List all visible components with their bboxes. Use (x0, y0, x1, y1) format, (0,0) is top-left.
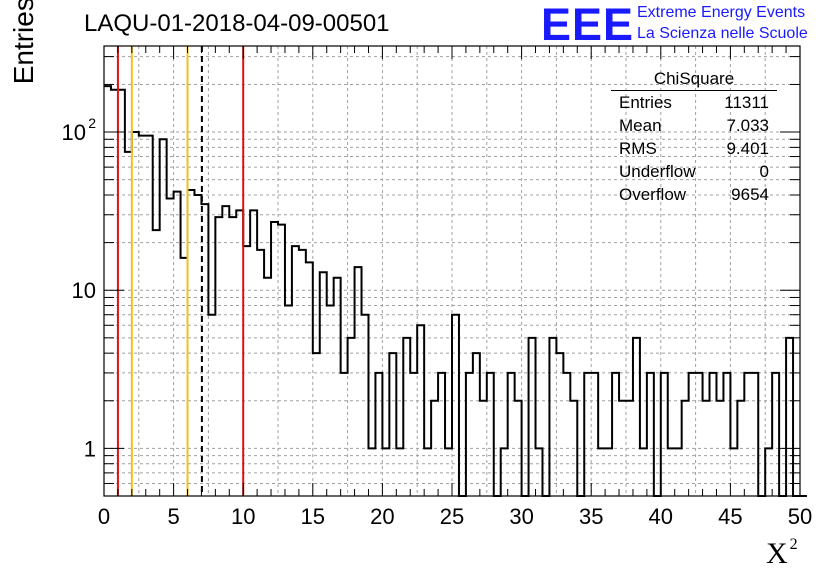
x-tick-label: 25 (440, 504, 464, 529)
x-tick-label: 0 (98, 504, 110, 529)
stats-label: RMS (619, 139, 657, 158)
stats-value: 9654 (731, 185, 769, 204)
stats-value: 11311 (724, 93, 769, 112)
stats-row-entries: Entries 11311 (611, 91, 777, 114)
eee-logo-mark: EEE (541, 0, 635, 50)
stats-label: Underflow (619, 162, 696, 181)
stats-value: 0 (759, 162, 769, 181)
stats-row-rms: RMS 9.401 (611, 137, 777, 160)
stats-row-underflow: Underflow 0 (611, 160, 777, 183)
y-axis-label: Entries/bin (8, 0, 39, 85)
stats-value: 9.401 (726, 139, 769, 158)
stats-box: ChiSquare Entries 11311 Mean 7.033 RMS 9.40… (611, 68, 777, 206)
x-tick-label: 20 (370, 504, 394, 529)
y-tick-label: 10 (62, 120, 86, 145)
x-tick-label: 10 (231, 504, 255, 529)
chart-title: LAQU-01-2018-04-09-00501 (84, 10, 390, 37)
stats-label: Mean (619, 116, 662, 135)
x-tick-label: 35 (579, 504, 603, 529)
y-tick-label-sup: 2 (88, 115, 96, 131)
x-axis-label-base: X (766, 537, 788, 570)
y-tick-label: 1 (84, 436, 96, 461)
x-tick-label: 40 (649, 504, 673, 529)
logo-line-1: Extreme Energy Events (637, 4, 806, 21)
y-tick-label: 10 (72, 278, 96, 303)
x-tick-label: 45 (718, 504, 742, 529)
stats-row-overflow: Overflow 9654 (611, 183, 777, 206)
x-tick-label: 5 (167, 504, 179, 529)
stats-label: Entries (619, 93, 672, 112)
x-tick-label: 15 (301, 504, 325, 529)
stats-value: 7.033 (726, 116, 769, 135)
stats-title: ChiSquare (611, 68, 777, 91)
logo-line-2: La Scienza nelle Scuole (637, 25, 808, 42)
x-tick-label: 50 (788, 504, 812, 529)
x-axis-label-sup: 2 (789, 536, 798, 553)
x-tick-label: 30 (509, 504, 533, 529)
stats-label: Overflow (619, 185, 687, 204)
stats-row-mean: Mean 7.033 (611, 114, 777, 137)
histogram-series (104, 85, 807, 497)
